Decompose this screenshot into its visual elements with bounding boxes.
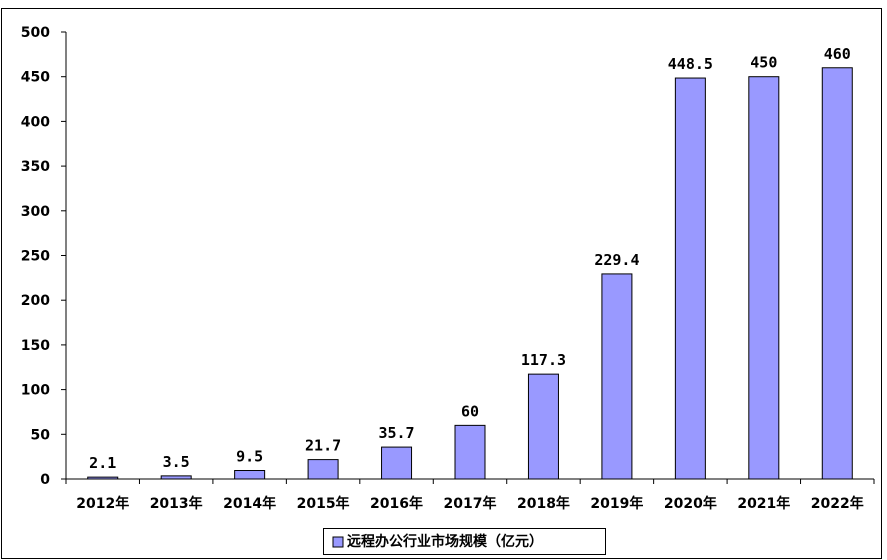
bar	[527, 373, 559, 480]
legend: 远程办公行业市场规模（亿元）	[323, 528, 606, 555]
bar	[234, 470, 266, 480]
y-axis: 0 50 100 150 200 250 300 350 400 450 500	[21, 25, 67, 488]
bar	[821, 67, 853, 480]
data-label: 448.5	[668, 55, 713, 73]
x-tick-label: 2020年	[664, 495, 717, 512]
bar	[160, 475, 192, 480]
data-label: 450	[750, 54, 777, 72]
bar	[87, 476, 119, 480]
x-tick-label: 2022年	[811, 495, 864, 512]
data-label: 60	[461, 402, 479, 420]
data-label: 117.3	[521, 351, 566, 369]
data-label: 460	[824, 45, 851, 63]
bar	[674, 77, 706, 480]
data-labels: 2.1 3.5 9.5 21.7 35.7 60 117.3 229.4 448.5 450 460	[89, 45, 851, 472]
x-axis: 2012年 2013年 2014年 2015年 2016年 2017年 2018年 2019年…	[65, 478, 875, 512]
y-tick-label: 50	[31, 427, 51, 443]
legend-swatch	[332, 536, 344, 548]
y-tick-label: 150	[21, 338, 50, 354]
y-tick-label: 0	[40, 472, 50, 488]
x-tick-label: 2017年	[444, 495, 497, 512]
legend-label: 远程办公行业市场规模（亿元）	[347, 533, 543, 550]
x-tick-label: 2016年	[370, 495, 423, 512]
x-tick-label: 2018年	[517, 495, 570, 512]
y-tick-label: 300	[21, 204, 50, 220]
bar	[748, 76, 780, 480]
data-label: 35.7	[378, 424, 414, 442]
x-tick-label: 2015年	[297, 495, 350, 512]
x-tick-label: 2021年	[737, 495, 790, 512]
y-tick-label: 100	[21, 383, 50, 399]
data-label: 9.5	[236, 448, 263, 466]
y-tick-label: 500	[21, 25, 50, 41]
bars	[87, 67, 853, 480]
y-tick-label: 350	[21, 159, 50, 175]
bar	[307, 459, 339, 480]
x-tick-label: 2013年	[150, 495, 203, 512]
bar	[601, 273, 633, 480]
data-label: 229.4	[594, 251, 639, 269]
x-tick-label: 2019年	[590, 495, 643, 512]
x-tick-label: 2014年	[223, 495, 276, 512]
legend-box	[323, 528, 606, 555]
y-tick-label: 250	[21, 249, 50, 265]
data-label: 21.7	[305, 437, 341, 455]
y-tick-label: 200	[21, 293, 50, 309]
data-label: 2.1	[89, 454, 116, 472]
bar	[381, 446, 413, 480]
y-tick-label: 400	[21, 114, 50, 130]
x-tick-label: 2012年	[76, 495, 129, 512]
data-label: 3.5	[163, 453, 190, 471]
chart-border	[1, 8, 882, 559]
y-tick-label: 450	[21, 70, 50, 86]
bar	[454, 424, 486, 480]
